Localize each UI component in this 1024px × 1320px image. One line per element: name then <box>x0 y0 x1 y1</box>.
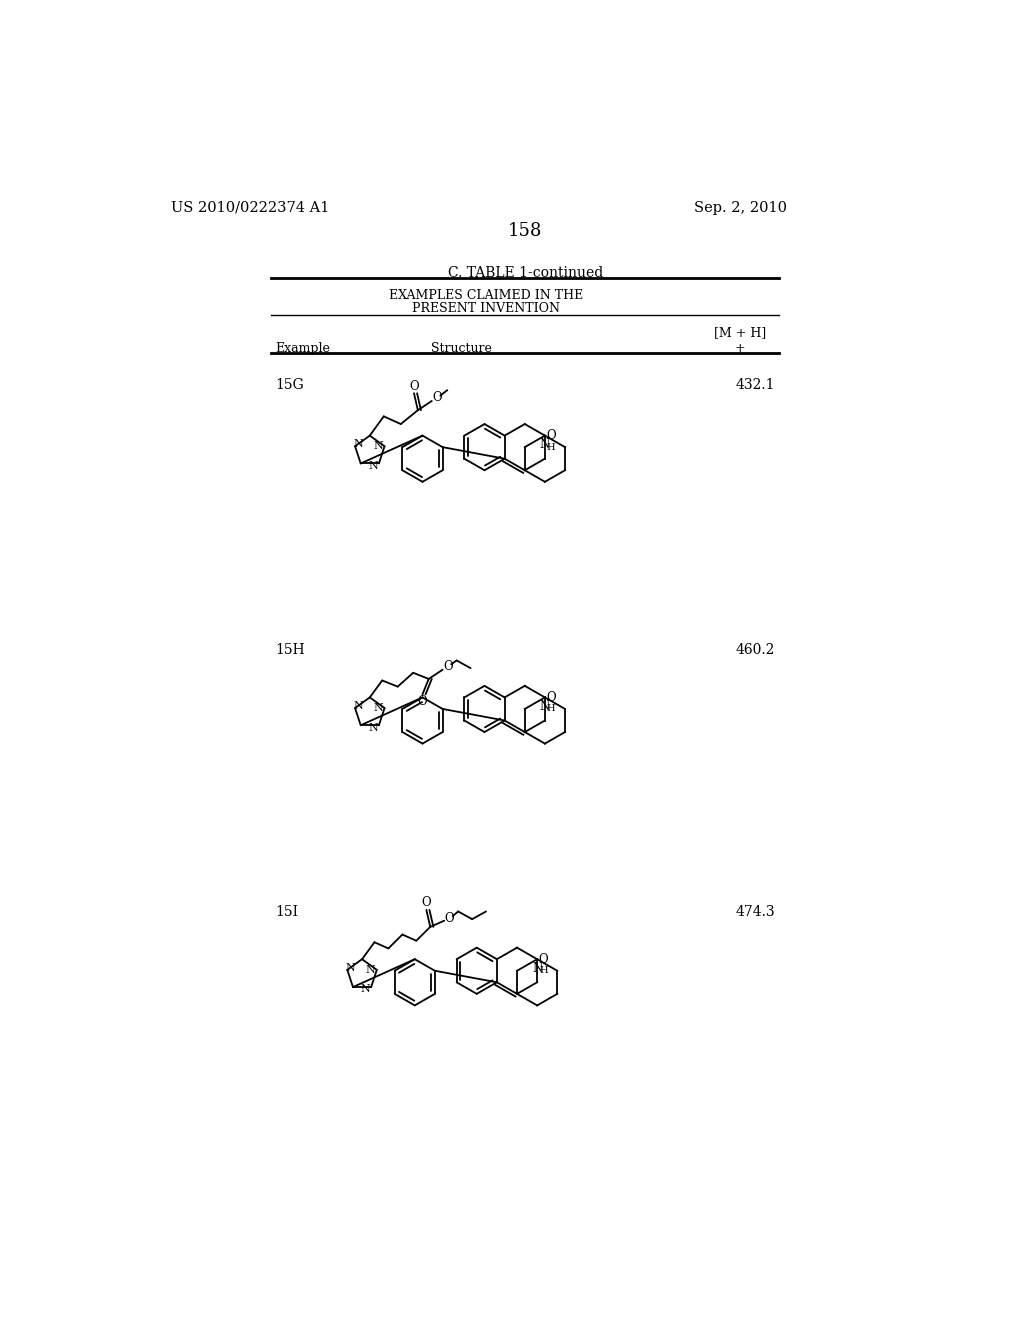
Text: O: O <box>418 694 427 708</box>
Text: US 2010/0222374 A1: US 2010/0222374 A1 <box>171 201 329 215</box>
Text: O: O <box>443 660 453 673</box>
Text: 460.2: 460.2 <box>736 644 775 657</box>
Text: 474.3: 474.3 <box>735 906 775 919</box>
Text: H: H <box>539 966 548 975</box>
Text: Example: Example <box>275 342 330 355</box>
Text: 15G: 15G <box>275 378 304 392</box>
Text: 15I: 15I <box>275 906 298 919</box>
Text: +: + <box>735 342 745 355</box>
Text: O: O <box>539 953 548 966</box>
Text: 15H: 15H <box>275 644 305 657</box>
Text: EXAMPLES CLAIMED IN THE: EXAMPLES CLAIMED IN THE <box>389 289 584 302</box>
Text: Sep. 2, 2010: Sep. 2, 2010 <box>693 201 786 215</box>
Text: N: N <box>369 722 378 733</box>
Text: 158: 158 <box>508 222 542 239</box>
Text: N: N <box>532 962 543 975</box>
Text: 432.1: 432.1 <box>735 378 775 392</box>
Text: N: N <box>374 704 383 713</box>
Text: H: H <box>547 705 555 713</box>
Text: O: O <box>410 380 419 393</box>
Text: O: O <box>444 912 455 925</box>
Text: C. TABLE 1-continued: C. TABLE 1-continued <box>447 267 603 280</box>
Text: O: O <box>546 690 556 704</box>
Text: N: N <box>360 985 371 994</box>
Text: N: N <box>353 701 364 710</box>
Text: Structure: Structure <box>431 342 492 355</box>
Text: H: H <box>547 442 555 451</box>
Text: O: O <box>432 391 442 404</box>
Text: O: O <box>422 896 431 909</box>
Text: PRESENT INVENTION: PRESENT INVENTION <box>413 302 560 315</box>
Text: N: N <box>345 962 355 973</box>
Text: N: N <box>369 461 378 471</box>
Text: N: N <box>540 700 550 713</box>
Text: N: N <box>374 441 383 451</box>
Text: O: O <box>546 429 556 442</box>
Text: N: N <box>366 965 376 975</box>
Text: N: N <box>540 438 550 451</box>
Text: [M + H]: [M + H] <box>714 326 766 339</box>
Text: N: N <box>353 440 364 449</box>
